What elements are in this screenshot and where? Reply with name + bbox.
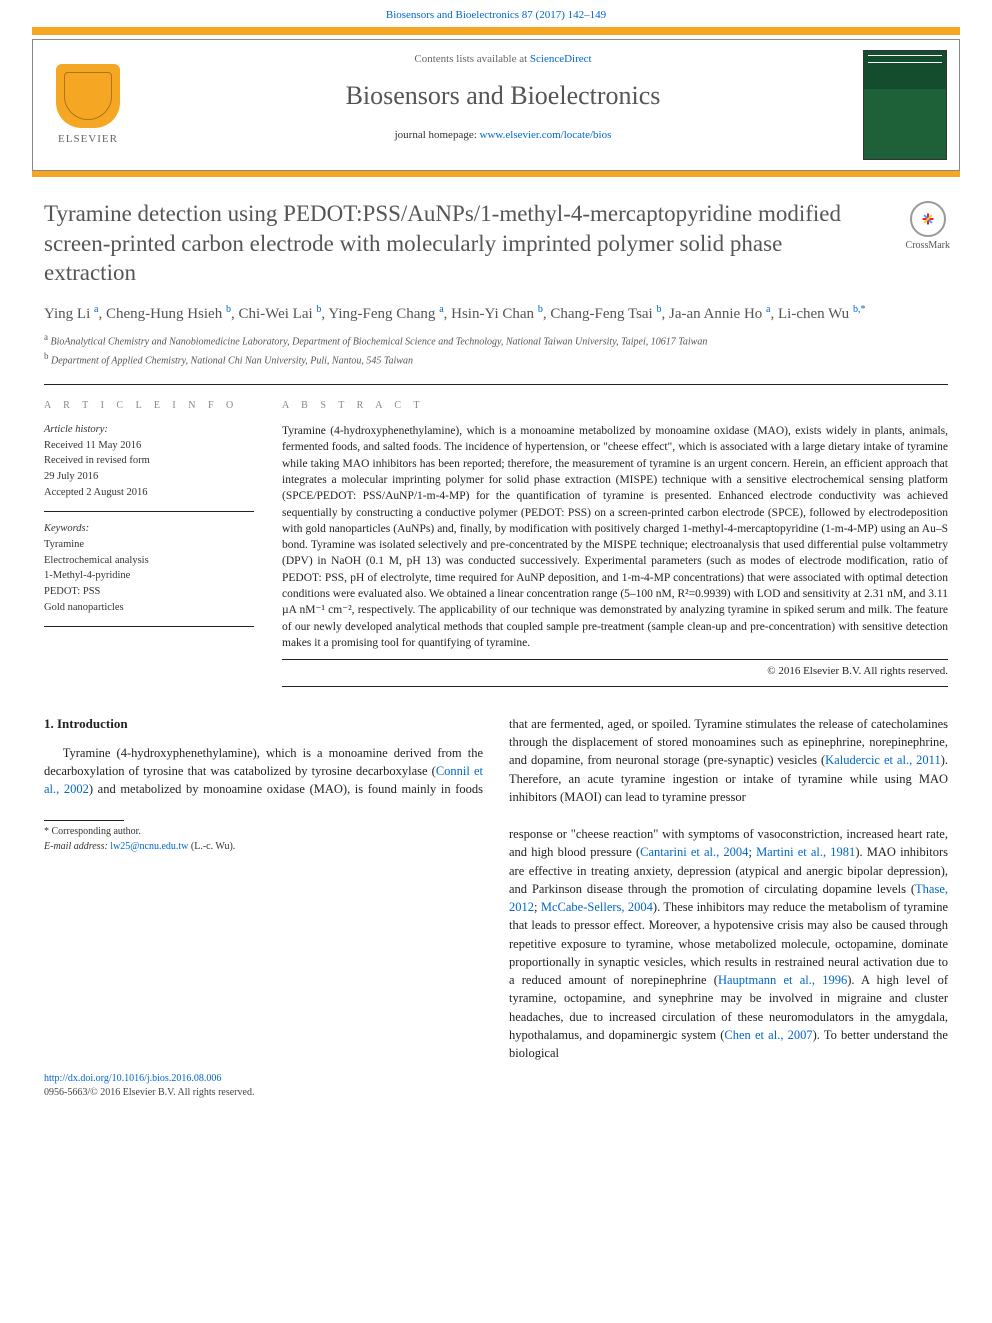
- citation-link[interactable]: Chen et al., 2007: [724, 1028, 812, 1042]
- history-accepted: Accepted 2 August 2016: [44, 486, 254, 501]
- bottom-block: http://dx.doi.org/10.1016/j.bios.2016.08…: [44, 1072, 948, 1100]
- email-suffix: (L.-c. Wu).: [188, 841, 235, 852]
- crossmark-badge[interactable]: CrossMark: [906, 201, 950, 253]
- keyword: Tyramine: [44, 538, 254, 553]
- body-two-column: 1. Introduction Tyramine (4-hydroxyphene…: [44, 715, 948, 1063]
- affiliations: a BioAnalytical Chemistry and Nanobiomed…: [44, 331, 948, 368]
- contents-line: Contents lists available at ScienceDirec…: [143, 52, 863, 67]
- history-label: Article history:: [44, 423, 254, 438]
- corr-label: * Corresponding author.: [44, 825, 483, 840]
- keywords-block: Keywords: Tyramine Electrochemical analy…: [44, 522, 254, 627]
- homepage-link[interactable]: www.elsevier.com/locate/bios: [480, 129, 612, 141]
- doi-link[interactable]: http://dx.doi.org/10.1016/j.bios.2016.08…: [44, 1073, 221, 1084]
- keywords-label: Keywords:: [44, 522, 254, 537]
- header-accent-bottom: [32, 171, 960, 177]
- abstract-column: A B S T R A C T Tyramine (4-hydroxyphene…: [282, 385, 948, 687]
- corr-email-line: E-mail address: lw25@ncnu.edu.tw (L.-c. …: [44, 840, 483, 855]
- article-history-block: Article history: Received 11 May 2016 Re…: [44, 423, 254, 512]
- top-citation-link[interactable]: Biosensors and Bioelectronics 87 (2017) …: [386, 9, 606, 21]
- header-center: Contents lists available at ScienceDirec…: [143, 40, 863, 170]
- email-label: E-mail address:: [44, 841, 110, 852]
- sciencedirect-link[interactable]: ScienceDirect: [530, 53, 592, 65]
- publisher-logo-cell: ELSEVIER: [33, 40, 143, 170]
- homepage-label: journal homepage:: [395, 129, 480, 141]
- article-info-column: A R T I C L E I N F O Article history: R…: [44, 385, 254, 687]
- citation-link[interactable]: Martini et al., 1981: [756, 845, 855, 859]
- citation-link[interactable]: Kaludercic et al., 2011: [825, 753, 941, 767]
- corresponding-footnote: * Corresponding author. E-mail address: …: [44, 825, 483, 854]
- journal-cover-icon: [863, 50, 947, 160]
- footnote-rule: [44, 820, 124, 821]
- article-title: Tyramine detection using PEDOT:PSS/AuNPs…: [44, 199, 864, 287]
- abstract-heading: A B S T R A C T: [282, 399, 948, 413]
- journal-cover-cell: [863, 40, 959, 170]
- crossmark-label: CrossMark: [906, 239, 950, 253]
- abstract-copyright: © 2016 Elsevier B.V. All rights reserved…: [282, 664, 948, 686]
- header-accent-top: [32, 27, 960, 35]
- article-info-heading: A R T I C L E I N F O: [44, 399, 254, 413]
- keyword: 1-Methyl-4-pyridine: [44, 569, 254, 584]
- elsevier-logo-icon: [56, 64, 120, 128]
- keyword: Gold nanoparticles: [44, 601, 254, 616]
- abstract-text: Tyramine (4-hydroxyphenethylamine), whic…: [282, 423, 948, 661]
- citation-link[interactable]: Connil et al., 2002: [44, 764, 483, 796]
- citation-link[interactable]: McCabe-Sellers, 2004: [541, 900, 653, 914]
- citation-link[interactable]: Cantarini et al., 2004: [640, 845, 748, 859]
- affiliation-b: b Department of Applied Chemistry, Natio…: [44, 350, 948, 368]
- affiliation-a: a BioAnalytical Chemistry and Nanobiomed…: [44, 331, 948, 349]
- journal-homepage-line: journal homepage: www.elsevier.com/locat…: [143, 128, 863, 143]
- journal-name: Biosensors and Bioelectronics: [143, 78, 863, 114]
- issn-copyright: 0956-5663/© 2016 Elsevier B.V. All right…: [44, 1086, 948, 1100]
- citation-link[interactable]: Hauptmann et al., 1996: [718, 973, 847, 987]
- publisher-logo-label: ELSEVIER: [58, 132, 118, 147]
- history-revised-2: 29 July 2016: [44, 470, 254, 485]
- keyword: Electrochemical analysis: [44, 554, 254, 569]
- history-received: Received 11 May 2016: [44, 439, 254, 454]
- corr-email-link[interactable]: lw25@ncnu.edu.tw: [110, 841, 188, 852]
- top-citation-line: Biosensors and Bioelectronics 87 (2017) …: [0, 0, 992, 27]
- keyword: PEDOT: PSS: [44, 585, 254, 600]
- crossmark-icon: [910, 201, 946, 237]
- contents-prefix: Contents lists available at: [414, 53, 529, 65]
- journal-header: ELSEVIER Contents lists available at Sci…: [32, 39, 960, 171]
- history-revised-1: Received in revised form: [44, 454, 254, 469]
- body-paragraph-right: response or "cheese reaction" with sympt…: [509, 825, 948, 1062]
- authors-line: Ying Li a, Cheng-Hung Hsieh b, Chi-Wei L…: [44, 302, 948, 326]
- section-1-heading: 1. Introduction: [44, 715, 483, 734]
